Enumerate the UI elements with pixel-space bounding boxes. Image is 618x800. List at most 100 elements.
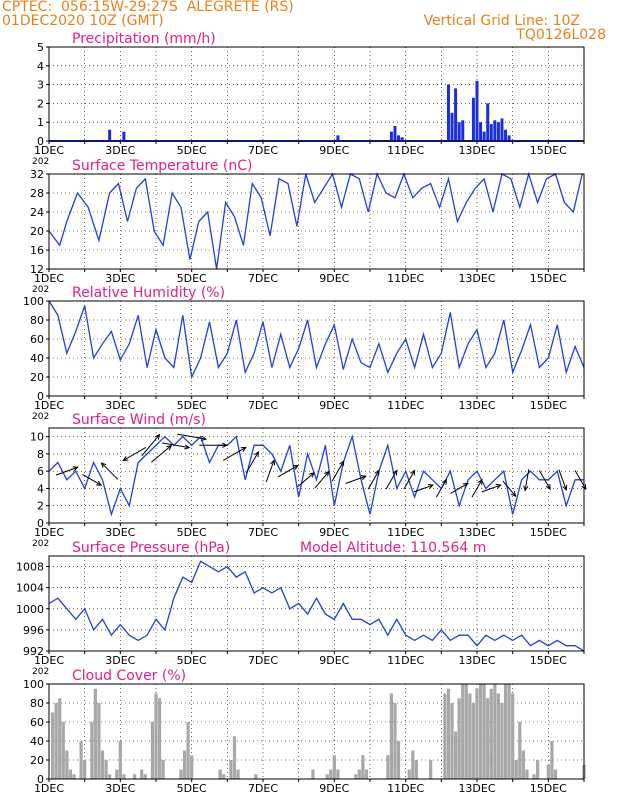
cloud-bar <box>93 688 97 779</box>
cloud-bar <box>115 769 119 779</box>
wind-arrow-shaft <box>471 479 483 498</box>
wind-arrow-head <box>510 491 517 497</box>
x-tick-label: 1DEC <box>34 654 64 667</box>
cloud-bar <box>550 741 554 779</box>
x-tick-label: 13DEC <box>458 526 495 539</box>
cloud-bar <box>511 693 515 779</box>
cloud-bar <box>471 703 476 779</box>
y-tick-label: 1008 <box>16 561 44 574</box>
cloud-bar <box>429 760 433 779</box>
cloud-bar <box>236 769 240 779</box>
cloud-bar <box>446 688 451 779</box>
cloud-bar <box>122 774 126 779</box>
precip-bar <box>493 120 497 141</box>
x-tick-label: 3DEC <box>105 272 135 285</box>
x-tick-label: 9DEC <box>319 399 349 412</box>
y-tick-label: 6 <box>37 465 44 478</box>
y-tick-label: 3 <box>37 79 44 92</box>
x-tick-label: 15DEC <box>530 144 567 157</box>
precip-bar <box>475 80 479 141</box>
wind-arrow <box>471 478 483 498</box>
wind-arrow <box>82 474 103 486</box>
x-tick-label: 11DEC <box>387 272 424 285</box>
cloud-bar <box>486 698 490 779</box>
year-label: 202 <box>32 157 49 167</box>
wind-arrow-head <box>122 455 129 461</box>
cloud-bar <box>396 741 401 779</box>
y-tick-label: 8 <box>37 448 44 461</box>
wind-arrow <box>558 469 568 492</box>
y-tick-label: 100 <box>23 678 44 691</box>
wind-arrow <box>523 469 530 492</box>
precip-bar <box>393 125 397 141</box>
wind-arrow-head <box>323 470 330 477</box>
y-tick-label: 1 <box>37 116 44 129</box>
wind-arrow <box>151 444 173 463</box>
cloud-bar <box>525 769 529 779</box>
wind-arrow-head <box>495 484 502 489</box>
y-tick-label: 80 <box>30 314 44 327</box>
wind-arrow-shaft <box>524 469 530 491</box>
cloud-bar <box>389 693 394 779</box>
cloud-bar <box>90 722 94 779</box>
cloud-bar <box>468 693 472 779</box>
y-tick-label: 60 <box>30 333 44 346</box>
y-tick-label: 20 <box>30 754 44 767</box>
x-tick-label: 1DEC <box>34 782 64 795</box>
wind-arrow-shaft <box>82 474 102 486</box>
wind-arrow <box>345 475 367 484</box>
wind-arrow-head <box>360 475 367 481</box>
wind-arrow-shaft <box>123 446 147 461</box>
wind-arrow <box>538 470 551 491</box>
y-tick-label: 4 <box>37 60 44 73</box>
cloud-bar <box>507 684 511 779</box>
x-tick-label: 3DEC <box>105 782 135 795</box>
y-tick-label: 40 <box>30 735 44 748</box>
panel-0: 0 1 2 3 4 5 1DEC 3DEC 5DEC 7DEC 9DEC 11DEC 13DEC 15DE… <box>32 31 585 167</box>
cloud-bar <box>546 764 550 779</box>
cloud-bar <box>354 774 358 779</box>
year-label: 202 <box>32 667 49 677</box>
x-tick-label: 15DEC <box>530 399 567 412</box>
wind-arrow-shaft <box>151 445 172 463</box>
precip-bar <box>504 129 508 141</box>
precip-bar <box>122 131 126 141</box>
year-label: 202 <box>32 285 49 295</box>
cloud-bar <box>407 769 411 779</box>
x-tick-label: 11DEC <box>387 144 424 157</box>
cloud-bar <box>79 741 83 779</box>
x-tick-label: 13DEC <box>458 399 495 412</box>
wind-arrow-head <box>154 433 161 440</box>
panel-3: 0 2 4 6 8 10 1DEC 3DEC 5DEC 7DEC 9DEC 11DEC 13DEC 15D… <box>30 412 587 549</box>
y-tick-label: 5 <box>37 41 44 54</box>
x-tick-label: 13DEC <box>458 782 495 795</box>
y-tick-label: 28 <box>30 187 44 200</box>
wind-arrow-shaft <box>450 483 469 494</box>
y-tick-label: 12 <box>30 263 44 276</box>
wind-arrow-head <box>427 484 434 489</box>
cloud-bar <box>108 774 112 779</box>
wind-arrow-head <box>441 478 447 485</box>
precip-bar <box>461 120 465 141</box>
wind-arrow-head <box>240 446 247 452</box>
y-tick-label: 20 <box>30 371 44 384</box>
cloud-bar <box>493 684 497 779</box>
cloud-bar <box>68 769 73 779</box>
station-header: CPTEC: 056:15W-29:27S ALEGRETE (RS) <box>2 0 294 15</box>
cloud-bar <box>361 755 365 779</box>
y-tick-label: 16 <box>30 244 44 257</box>
panel-1: 12 16 20 24 28 32 1DEC 3DEC 5DEC 7DEC 9DEC 11DEC 13D… <box>30 158 585 295</box>
x-tick-label: 9DEC <box>319 654 349 667</box>
cloud-bar <box>553 769 558 779</box>
cloud-bar <box>475 688 479 779</box>
cloud-bar <box>157 698 162 779</box>
x-tick-label: 13DEC <box>458 144 495 157</box>
wind-arrow <box>100 462 119 480</box>
cloud-bar <box>393 703 397 779</box>
cloud-bar <box>65 750 69 779</box>
wind-arrow <box>245 450 259 474</box>
wind-arrow-head <box>184 444 191 450</box>
cloud-bar <box>161 760 165 779</box>
panel-title: Surface Pressure (hPa) <box>72 540 230 556</box>
